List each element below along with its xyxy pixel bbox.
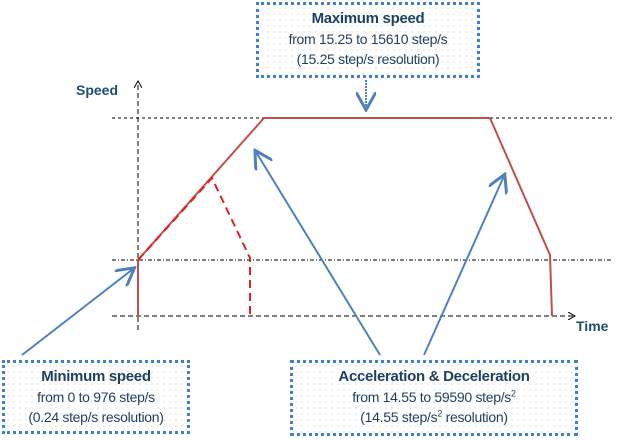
- acceleration-range: from 14.55 to 59590 step/s2: [352, 388, 516, 405]
- max-speed-title: Maximum speed: [311, 10, 425, 27]
- min-speed-title: Minimum speed: [41, 368, 151, 385]
- max-speed-box: Maximum speed from 15.25 to 15610 step/s…: [256, 2, 480, 78]
- max-speed-range: from 15.25 to 15610 step/s: [288, 31, 448, 47]
- accel-arrow: [256, 152, 381, 356]
- acceleration-title: Acceleration & Deceleration: [338, 368, 530, 385]
- decel-arrow: [423, 176, 504, 356]
- speed-axis-label: Speed: [76, 82, 119, 98]
- short-move-profile: [137, 176, 251, 316]
- acceleration-resolution: (14.55 step/s2 resolution): [360, 408, 508, 425]
- speed-profile: [137, 117, 553, 317]
- min-speed-box: Minimum speed from 0 to 976 step/s (0.24…: [2, 360, 190, 434]
- time-axis-label: Time: [576, 318, 609, 334]
- min-speed-range: from 0 to 976 step/s: [37, 389, 155, 405]
- acceleration-box: Acceleration & Deceleration from 14.55 t…: [290, 360, 578, 436]
- min-speed-resolution: (0.24 step/s resolution): [28, 409, 164, 425]
- max-speed-resolution: (15.25 step/s resolution): [296, 51, 440, 67]
- min-speed-arrow: [21, 269, 133, 356]
